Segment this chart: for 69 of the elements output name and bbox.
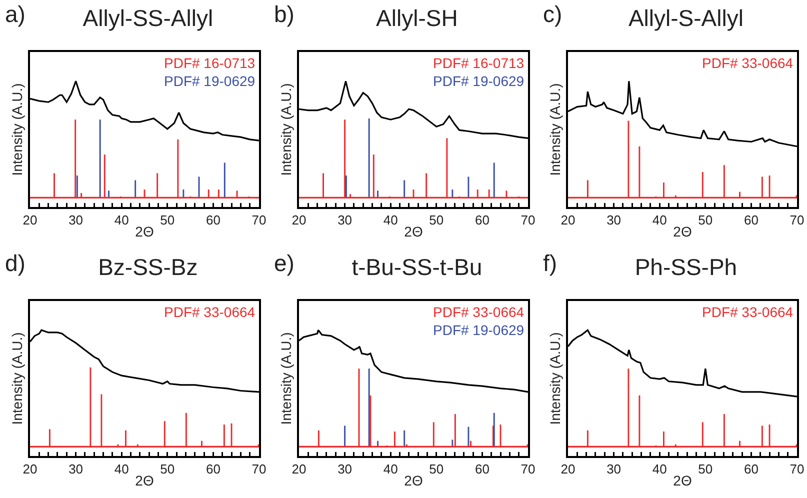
text: PDF# 19-0629 [433, 73, 524, 89]
x-tick-label: 30 [68, 462, 84, 477]
y-axis-title: Intensity (A.U.) [9, 332, 26, 425]
x-tick-label: 70 [252, 462, 266, 477]
chart-title: Ph-SS-Ph [634, 254, 738, 280]
x-tick-label: 60 [206, 462, 220, 477]
x-axis-title: 2Θ [673, 223, 692, 240]
chart-title: Allyl-S-Allyl [628, 5, 744, 32]
x-tick-label: 20 [560, 212, 576, 228]
y-axis-title: Intensity (A.U.) [547, 83, 564, 176]
x-tick-label: 30 [606, 462, 622, 477]
x-axis-title: 2Θ [404, 472, 423, 488]
x-tick-label: 50 [698, 212, 713, 228]
x-tick-label: 50 [160, 462, 175, 477]
x-tick-label: 70 [520, 462, 536, 477]
chart-title: Allyl-SH [376, 5, 458, 32]
chart-title: Allyl-SS-Allyl [82, 5, 214, 32]
text: c) [543, 1, 562, 27]
x-tick-label: 40 [114, 212, 129, 228]
x-tick-label: 40 [383, 462, 398, 477]
text: PDF# 33-0664 [702, 304, 794, 320]
x-tick-label: 60 [474, 462, 490, 477]
text: d) [5, 250, 26, 276]
x-tick-label: 30 [338, 462, 352, 477]
x-tick-label: 30 [606, 212, 622, 228]
x-tick-label: 40 [652, 462, 667, 477]
text: PDF# 16-0713 [164, 55, 256, 71]
text: b) [274, 1, 294, 27]
x-tick-label: 50 [429, 212, 444, 228]
text: PDF# 33-0664 [433, 304, 524, 320]
x-tick-label: 50 [429, 462, 444, 477]
x-tick-label: 70 [252, 212, 266, 228]
text: e) [274, 250, 294, 276]
x-tick-label: 50 [160, 212, 175, 228]
x-tick-label: 20 [22, 462, 38, 477]
x-tick-label: 60 [744, 212, 758, 228]
text: PDF# 16-0713 [433, 55, 524, 71]
x-tick-label: 40 [652, 212, 667, 228]
x-tick-label: 60 [206, 212, 220, 228]
x-tick-label: 30 [338, 212, 352, 228]
x-tick-label: 40 [383, 212, 398, 228]
text: PDF# 33-0664 [702, 55, 794, 71]
text: a) [5, 1, 26, 27]
x-tick-label: 20 [292, 462, 306, 477]
x-tick-label: 70 [790, 212, 804, 228]
x-axis-title: 2Θ [673, 472, 692, 488]
x-tick-label: 60 [474, 212, 490, 228]
x-tick-label: 60 [744, 462, 758, 477]
text: PDF# 33-0664 [164, 304, 256, 320]
text: PDF# 19-0629 [164, 73, 256, 89]
x-axis-title: 2Θ [404, 223, 423, 240]
chart-title: Bz-SS-Bz [98, 254, 198, 280]
x-tick-label: 50 [698, 462, 713, 477]
x-axis-title: 2Θ [135, 223, 154, 240]
x-tick-label: 40 [114, 462, 129, 477]
y-axis-title: Intensity (A.U.) [547, 332, 564, 425]
x-tick-label: 20 [292, 212, 306, 228]
y-axis-title: Intensity (A.U.) [278, 332, 294, 425]
y-axis-title: Intensity (A.U.) [9, 83, 26, 176]
y-axis-title: Intensity (A.U.) [278, 83, 294, 176]
x-tick-label: 20 [560, 462, 576, 477]
x-tick-label: 70 [520, 212, 536, 228]
x-tick-label: 30 [68, 212, 84, 228]
x-tick-label: 70 [790, 462, 804, 477]
chart-title: t-Bu-SS-t-Bu [352, 254, 482, 280]
x-tick-label: 20 [22, 212, 38, 228]
x-axis-title: 2Θ [135, 472, 154, 488]
text: PDF# 19-0629 [433, 322, 524, 338]
text: f) [543, 250, 558, 276]
